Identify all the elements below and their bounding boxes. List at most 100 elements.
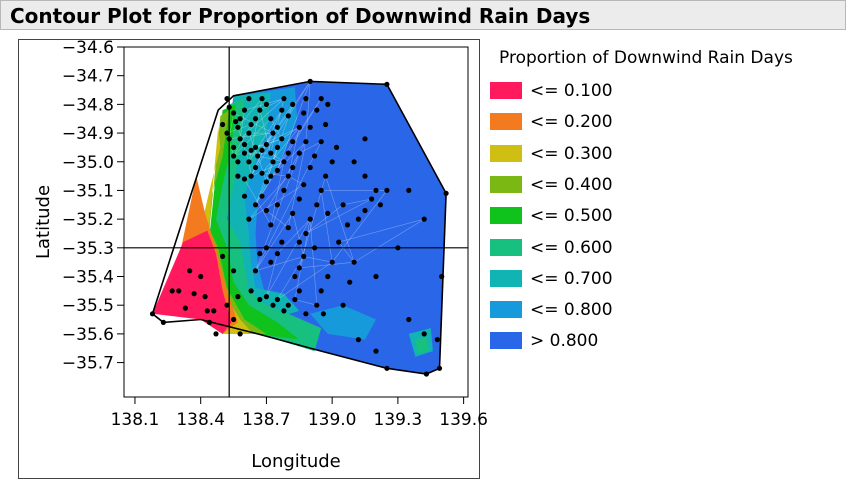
data-point-69 — [290, 139, 296, 145]
data-point-104 — [248, 288, 254, 294]
y-tick-label-8: −35.4 — [62, 268, 114, 288]
data-point-146 — [395, 245, 401, 251]
data-point-109 — [281, 308, 287, 314]
legend-label: <= 0.100 — [530, 81, 613, 101]
data-point-113 — [292, 273, 298, 280]
data-point-126 — [336, 239, 342, 245]
data-point-44 — [285, 113, 291, 119]
contour-region-6 — [415, 336, 429, 354]
mesh-triangle-48 — [244, 152, 285, 163]
data-point-52 — [255, 153, 261, 159]
y-tick-label-11: −35.7 — [62, 354, 114, 374]
mesh-triangle-96 — [254, 212, 305, 272]
data-point-129 — [318, 288, 324, 294]
y-axis-label: Latitude — [33, 185, 54, 259]
data-point-110 — [285, 302, 291, 308]
data-point-139 — [384, 187, 390, 193]
x-tick-label-5: 139.6 — [439, 410, 488, 430]
mesh-triangle-108 — [277, 256, 333, 300]
legend-label: <= 0.200 — [530, 112, 613, 133]
legend-swatch — [490, 175, 522, 193]
data-point-12 — [213, 331, 219, 337]
data-point-22 — [233, 119, 239, 125]
data-point-6 — [191, 291, 197, 297]
data-point-47 — [235, 159, 241, 165]
data-point-95 — [296, 196, 302, 202]
data-point-106 — [263, 294, 269, 300]
data-point-61 — [248, 173, 254, 179]
data-point-59 — [235, 173, 241, 179]
data-point-65 — [268, 173, 274, 179]
data-point-27 — [224, 130, 230, 136]
data-point-96 — [290, 210, 296, 216]
data-point-105 — [257, 296, 263, 303]
data-point-107 — [270, 302, 276, 308]
data-point-48 — [241, 150, 248, 156]
data-point-64 — [263, 179, 269, 185]
legend-item: <= 0.600 — [490, 236, 690, 260]
data-point-77 — [259, 193, 265, 199]
data-point-103 — [252, 268, 259, 274]
data-point-71 — [301, 110, 307, 116]
data-point-25 — [246, 96, 252, 102]
y-tick-label-7: −35.3 — [62, 239, 114, 259]
data-point-76 — [252, 202, 259, 208]
data-point-37 — [259, 96, 265, 102]
data-point-60 — [241, 176, 248, 182]
data-point-19 — [224, 96, 230, 102]
mesh-triangle-66 — [277, 81, 311, 171]
data-point-78 — [263, 207, 269, 214]
data-point-57 — [274, 144, 280, 150]
data-point-153 — [436, 365, 443, 371]
data-point-51 — [252, 144, 259, 150]
mesh-triangle-117 — [305, 198, 372, 234]
data-point-160 — [325, 210, 331, 216]
data-point-101 — [263, 245, 269, 251]
data-point-33 — [246, 130, 252, 136]
data-point-62 — [252, 164, 259, 171]
data-point-154 — [439, 273, 445, 280]
data-point-116 — [296, 239, 302, 245]
mesh-triangle-126 — [338, 218, 425, 263]
data-point-83 — [290, 164, 296, 171]
data-point-121 — [323, 173, 329, 179]
data-point-88 — [318, 96, 324, 102]
legend-label: > 0.800 — [530, 331, 599, 352]
y-tick-label-3: −34.9 — [62, 124, 114, 144]
mesh-triangle-57 — [255, 147, 278, 205]
data-point-16 — [220, 253, 226, 259]
data-point-13 — [224, 302, 230, 308]
data-point-82 — [285, 173, 291, 179]
data-point-85 — [303, 139, 309, 145]
data-point-41 — [274, 124, 280, 130]
legend-item: <= 0.400 — [490, 173, 690, 197]
data-point-23 — [237, 116, 243, 122]
data-point-108 — [274, 296, 280, 303]
data-point-39 — [268, 116, 274, 122]
data-point-45 — [290, 101, 296, 107]
data-point-148 — [421, 331, 427, 337]
x-tick-label-4: 139.3 — [374, 410, 423, 430]
data-point-32 — [241, 141, 248, 148]
data-point-35 — [252, 116, 259, 122]
data-point-132 — [347, 279, 353, 285]
data-point-145 — [421, 216, 427, 222]
data-point-147 — [406, 316, 412, 323]
data-point-138 — [377, 202, 383, 208]
data-point-117 — [303, 230, 309, 237]
data-point-14 — [231, 316, 237, 323]
data-point-152 — [423, 371, 429, 377]
data-point-119 — [314, 202, 320, 208]
data-point-17 — [231, 268, 237, 274]
data-point-5 — [187, 268, 193, 274]
legend-swatch — [490, 144, 522, 162]
data-point-99 — [274, 251, 280, 257]
data-point-56 — [270, 159, 276, 165]
data-point-86 — [307, 124, 313, 130]
legend-item: <= 0.700 — [490, 267, 690, 291]
data-point-67 — [281, 159, 287, 165]
data-point-98 — [279, 239, 285, 245]
legend-item: > 0.800 — [490, 329, 690, 353]
legend-label: <= 0.400 — [530, 174, 613, 195]
y-tick-label-6: −35.2 — [62, 210, 114, 230]
